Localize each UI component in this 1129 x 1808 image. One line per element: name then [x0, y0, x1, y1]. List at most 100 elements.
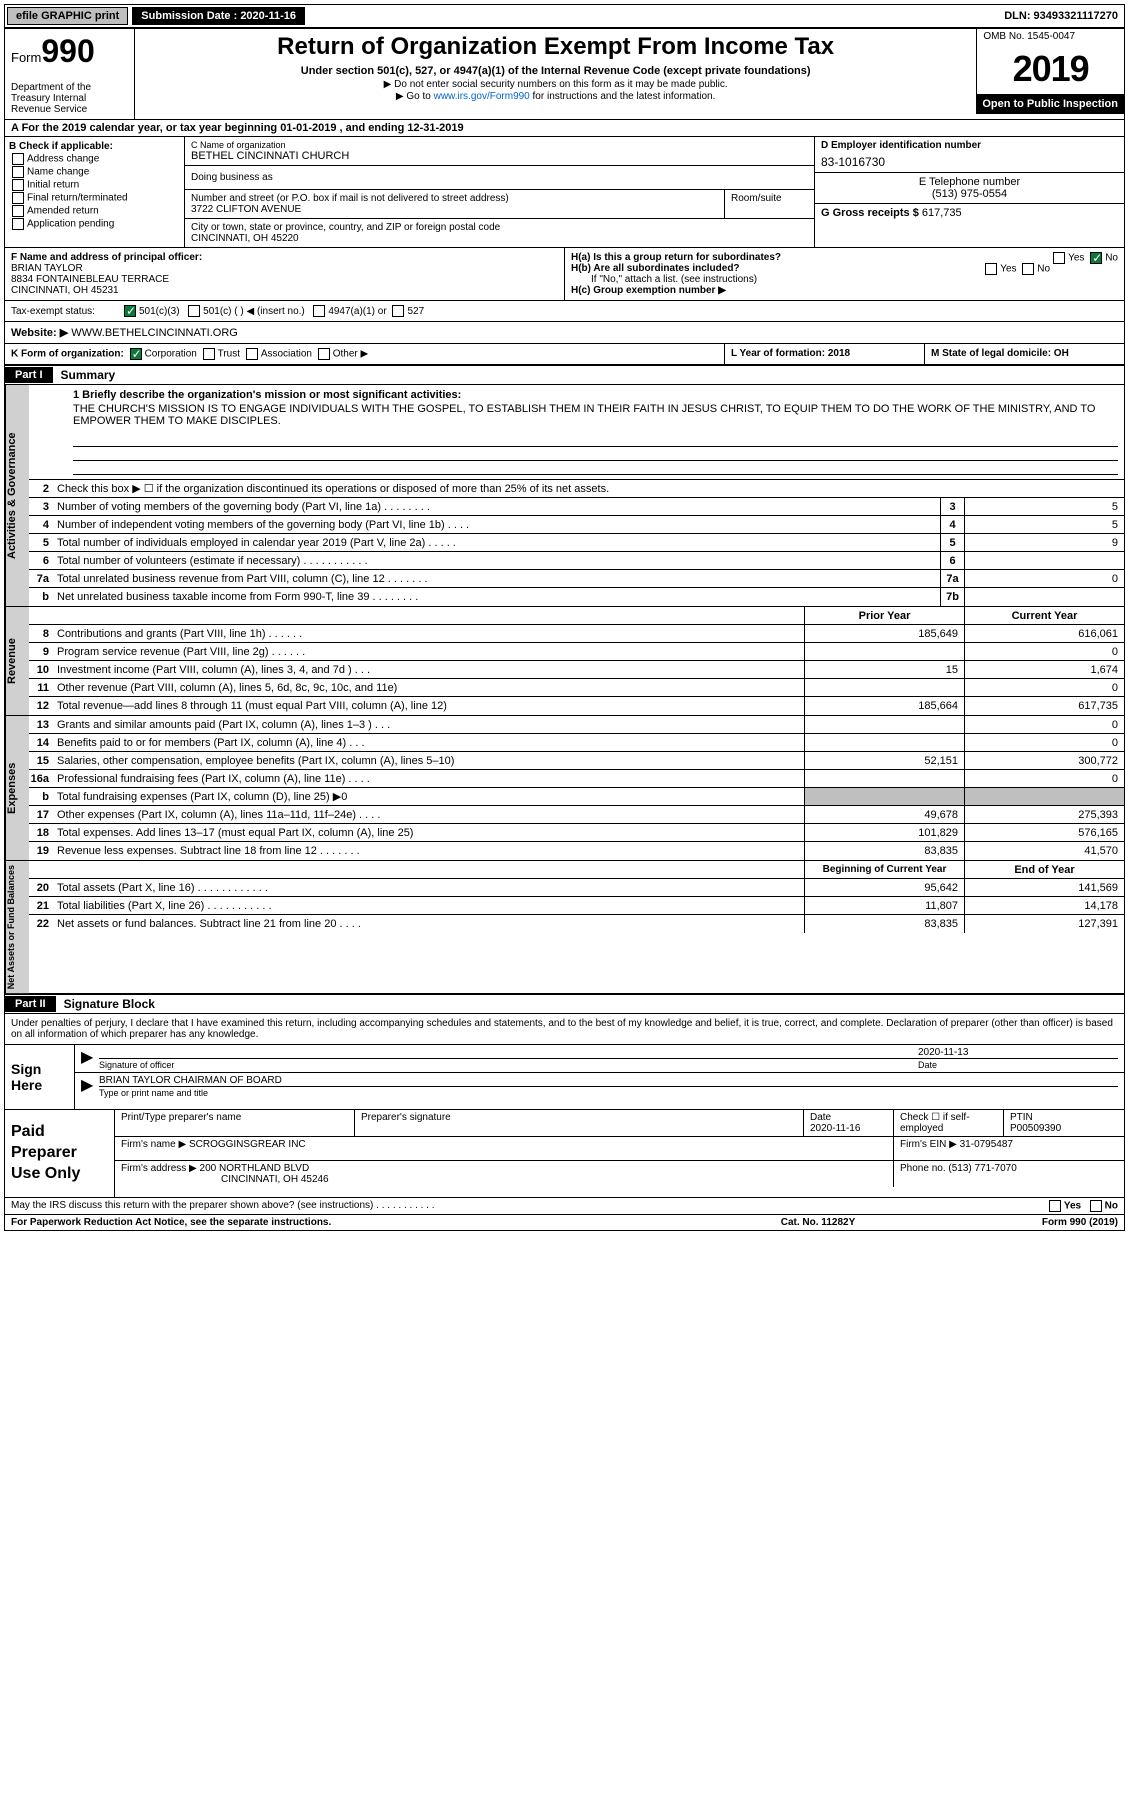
check-527[interactable]: [392, 305, 404, 317]
k-label: K Form of organization:: [11, 349, 124, 360]
signature-field[interactable]: Signature of officer: [99, 1047, 918, 1070]
vert-na: Net Assets or Fund Balances: [5, 861, 29, 993]
prep-name-label: Print/Type preparer's name: [115, 1110, 355, 1136]
sig-date-val: 2020-11-13: [918, 1047, 1118, 1058]
section-a-text: A For the 2019 calendar year, or tax yea…: [11, 122, 464, 134]
form-header: Form990 Department of the Treasury Inter…: [5, 29, 1124, 120]
sub3-post: for instructions and the latest informat…: [530, 91, 716, 102]
h-b: H(b) Are all subordinates included? Yes …: [571, 263, 1118, 274]
gross-cell: G Gross receipts $ 617,735: [815, 204, 1124, 222]
prep-row-1: Print/Type preparer's name Preparer's si…: [115, 1110, 1124, 1137]
check-association[interactable]: [246, 348, 258, 360]
instructions-link[interactable]: www.irs.gov/Form990: [434, 91, 530, 102]
sig-date-label: Date: [918, 1058, 1118, 1070]
irs-discuss-text: May the IRS discuss this return with the…: [11, 1200, 918, 1212]
box-h: H(a) Is this a group return for subordin…: [564, 248, 1124, 300]
prep-sig-label: Preparer's signature: [355, 1110, 804, 1136]
data-line: 15Salaries, other compensation, employee…: [29, 752, 1124, 770]
form-version: Form 990 (2019): [918, 1217, 1118, 1228]
data-line: 12Total revenue—add lines 8 through 11 (…: [29, 697, 1124, 715]
check-corporation[interactable]: [130, 348, 142, 360]
irs-discuss-yesno[interactable]: Yes No: [918, 1200, 1118, 1212]
check-name-change[interactable]: Name change: [9, 166, 180, 178]
sig-body: ▶ Signature of officer 2020-11-13 Date ▶…: [75, 1045, 1124, 1109]
firm-ein-cell: Firm's EIN ▶ 31-0795487: [894, 1137, 1124, 1160]
org-name-label: C Name of organization: [191, 140, 808, 150]
ptin-cell: PTINP00509390: [1004, 1110, 1124, 1136]
officer-addr2: CINCINNATI, OH 45231: [11, 285, 119, 296]
paid-preparer-label: Paid Preparer Use Only: [5, 1110, 115, 1196]
net-assets-section: Net Assets or Fund Balances Beginning of…: [5, 861, 1124, 995]
ag-line: 7aTotal unrelated business revenue from …: [29, 570, 1124, 588]
data-line: 19Revenue less expenses. Subtract line 1…: [29, 842, 1124, 860]
org-name-cell: C Name of organization BETHEL CINCINNATI…: [185, 137, 814, 166]
check-501c3[interactable]: [124, 305, 136, 317]
current-year-hdr: Current Year: [964, 607, 1124, 624]
arrow-icon: ▶: [81, 1047, 99, 1070]
officer-name: BRIAN TAYLOR: [11, 263, 83, 274]
na-header-row: Beginning of Current Year End of Year: [29, 861, 1124, 879]
expenses-section: Expenses 13Grants and similar amounts pa…: [5, 716, 1124, 861]
dba-cell: Doing business as: [185, 166, 814, 190]
check-final-return[interactable]: Final return/terminated: [9, 192, 180, 204]
arrow-icon: ▶: [81, 1075, 99, 1098]
section-a: A For the 2019 calendar year, or tax yea…: [5, 120, 1124, 137]
sign-here-row: Sign Here ▶ Signature of officer 2020-11…: [5, 1045, 1124, 1110]
check-amended-return[interactable]: Amended return: [9, 205, 180, 217]
ein-label: D Employer identification number: [821, 140, 1118, 151]
sig-officer-label: Signature of officer: [99, 1058, 918, 1070]
irs-discuss-row: May the IRS discuss this return with the…: [5, 1198, 1124, 1215]
sub3-pre: ▶ Go to: [396, 91, 434, 102]
efile-print-button[interactable]: efile GRAPHIC print: [7, 7, 128, 25]
h-c: H(c) Group exemption number ▶: [571, 285, 1118, 296]
prep-row-2: Firm's name ▶ SCROGGINSGREAR INC Firm's …: [115, 1137, 1124, 1161]
page-footer: For Paperwork Reduction Act Notice, see …: [5, 1215, 1124, 1230]
check-application-pending[interactable]: Application pending: [9, 218, 180, 230]
check-4947[interactable]: [313, 305, 325, 317]
street-val: 3722 CLIFTON AVENUE: [191, 204, 718, 215]
prep-self-emp[interactable]: Check ☐ if self-employed: [894, 1110, 1004, 1136]
public-inspection-badge: Open to Public Inspection: [976, 94, 1124, 114]
check-address-change[interactable]: Address change: [9, 153, 180, 165]
box-l: L Year of formation: 2018: [724, 344, 924, 364]
street-cell: Number and street (or P.O. box if mail i…: [185, 190, 724, 219]
part2-badge: Part II: [5, 996, 56, 1012]
form-page: efile GRAPHIC print Submission Date : 20…: [4, 4, 1125, 1231]
prior-year-hdr: Prior Year: [804, 607, 964, 624]
print-name-label: Type or print name and title: [99, 1086, 1118, 1098]
prep-row-3: Firm's address ▶ 200 NORTHLAND BLVDCINCI…: [115, 1161, 1124, 1187]
ag-line: 5Total number of individuals employed in…: [29, 534, 1124, 552]
part2-header: Part II Signature Block: [5, 995, 1124, 1014]
ag-line: bNet unrelated business taxable income f…: [29, 588, 1124, 606]
top-bar: efile GRAPHIC print Submission Date : 20…: [5, 5, 1124, 29]
ein-cell: D Employer identification number 83-1016…: [815, 137, 1124, 173]
submission-date-button[interactable]: Submission Date : 2020-11-16: [132, 7, 305, 25]
h-a: H(a) Is this a group return for subordin…: [571, 252, 1118, 263]
label-assoc: Association: [261, 349, 312, 360]
check-other[interactable]: [318, 348, 330, 360]
box-k: K Form of organization: Corporation Trus…: [5, 344, 724, 364]
check-initial-return[interactable]: Initial return: [9, 179, 180, 191]
form-number: 990: [41, 33, 94, 69]
firm-phone-cell: Phone no. (513) 771-7070: [894, 1161, 1124, 1187]
check-501c[interactable]: [188, 305, 200, 317]
part1-header: Part I Summary: [5, 366, 1124, 385]
subtitle-3: ▶ Go to www.irs.gov/Form990 for instruct…: [145, 91, 966, 102]
firm-addr-cell: Firm's address ▶ 200 NORTHLAND BLVDCINCI…: [115, 1161, 894, 1187]
website-label: Website: ▶: [11, 327, 68, 339]
sign-here-label: Sign Here: [5, 1045, 75, 1109]
check-trust[interactable]: [203, 348, 215, 360]
ag-line: 6Total number of volunteers (estimate if…: [29, 552, 1124, 570]
box-f-label: F Name and address of principal officer:: [11, 252, 202, 263]
phone-label: E Telephone number: [821, 176, 1118, 188]
data-line: 20Total assets (Part X, line 16) . . . .…: [29, 879, 1124, 897]
data-line: 14Benefits paid to or for members (Part …: [29, 734, 1124, 752]
ag-line: 2Check this box ▶ ☐ if the organization …: [29, 480, 1124, 498]
h-b-note: If "No," attach a list. (see instruction…: [591, 274, 1118, 285]
header-grid: B Check if applicable: Address change Na…: [5, 137, 1124, 248]
part2-title: Signature Block: [56, 995, 163, 1013]
org-name: BETHEL CINCINNATI CHURCH: [191, 150, 808, 162]
data-line: 10Investment income (Part VIII, column (…: [29, 661, 1124, 679]
data-line: 16aProfessional fundraising fees (Part I…: [29, 770, 1124, 788]
tax-exempt-row: Tax-exempt status: 501(c)(3) 501(c) ( ) …: [5, 301, 1124, 322]
